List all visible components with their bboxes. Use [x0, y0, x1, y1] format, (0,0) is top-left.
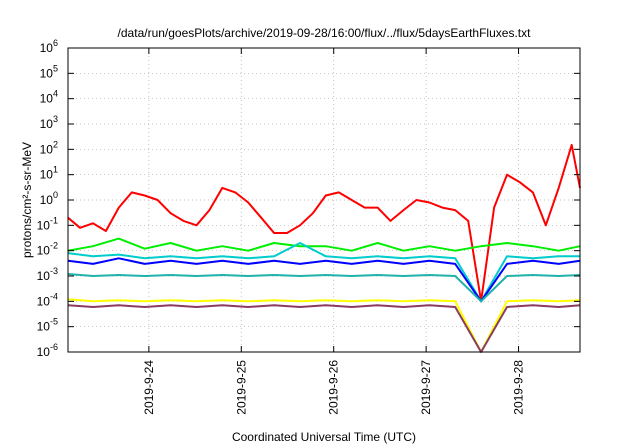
series-line-1: [67, 143, 581, 303]
y-axis: 10-6 10-5 10-4 10-3 10-2 10-1 100 101 102 103 104 1…: [37, 38, 580, 359]
series-line-6: [67, 298, 581, 353]
x-tick-label: 2019-9-28: [512, 360, 526, 415]
chart-title: /data/run/goesPlots/archive/2019-09-28/1…: [118, 26, 532, 40]
y-tick-label: 10-5: [37, 317, 58, 334]
y-axis-label: protons/cm²-s-sr-MeV: [20, 142, 34, 258]
y-tick-label: 10-2: [37, 241, 58, 258]
y-tick-label: 10-1: [37, 215, 58, 232]
x-tick-label: 2019-9-26: [327, 360, 341, 415]
x-tick-label: 2019-9-25: [234, 360, 248, 415]
y-tick-label: 10-4: [37, 291, 58, 308]
y-tick-label: 106: [40, 38, 58, 55]
y-tick-label: 102: [40, 139, 58, 156]
x-axis: 2019-9-24 2019-9-25 2019-9-26 2019-9-27 2019…: [142, 48, 526, 415]
series-line-7: [67, 304, 581, 353]
y-tick-label: 100: [40, 190, 58, 207]
y-tick-label: 10-6: [37, 342, 58, 359]
y-tick-label: 10-3: [37, 266, 58, 283]
y-tick-label: 105: [40, 63, 58, 80]
y-tick-label: 103: [40, 114, 58, 131]
series-line-2: [67, 237, 581, 252]
y-tick-label: 101: [40, 165, 58, 182]
series-line-3: [67, 242, 580, 303]
y-tick-label: 104: [40, 89, 58, 106]
x-axis-label: Coordinated Universal Time (UTC): [232, 430, 416, 444]
x-tick-label: 2019-9-24: [142, 360, 156, 415]
series-line-5: [67, 273, 581, 303]
x-tick-label: 2019-9-27: [419, 360, 433, 415]
series-layer: [67, 143, 581, 353]
series-line-4: [67, 257, 581, 303]
